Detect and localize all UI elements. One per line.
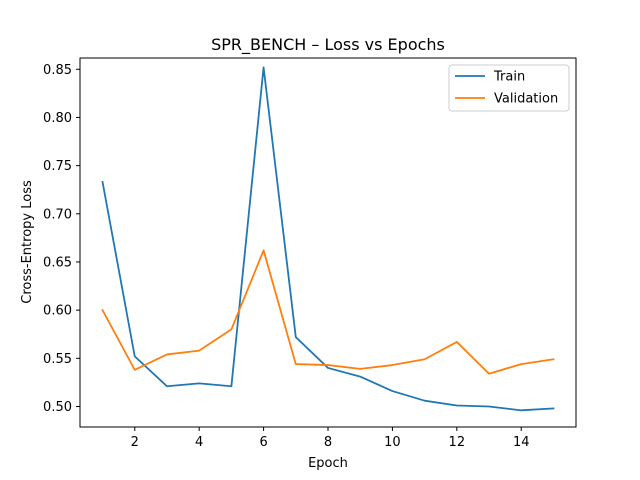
y-tick-label: 0.70	[43, 207, 72, 222]
plot-area-frame	[79, 57, 577, 428]
x-tick-label: 14	[513, 435, 530, 450]
x-axis-label: Epoch	[308, 456, 348, 471]
y-tick-label: 0.85	[43, 63, 72, 78]
series-line-train	[101, 66, 555, 412]
y-axis: 0.50 0.55 0.60 0.65 0.70 0.75 0.80 0.85	[43, 63, 80, 415]
x-tick-label: 12	[449, 435, 466, 450]
y-tick-label: 0.55	[43, 352, 72, 367]
series-lines	[101, 66, 555, 412]
y-tick-label: 0.80	[43, 111, 72, 126]
y-tick-label: 0.60	[43, 304, 72, 319]
x-axis: 2 4 6 8 10 12 14	[131, 427, 530, 450]
chart-title: SPR_BENCH – Loss vs Epochs	[211, 35, 445, 55]
legend-label-validation: Validation	[494, 92, 558, 107]
y-axis-label: Cross-Entropy Loss	[20, 180, 35, 304]
x-tick-label: 6	[259, 435, 267, 450]
x-tick-label: 2	[131, 435, 139, 450]
x-tick-label: 8	[324, 435, 332, 450]
series-line-validation	[101, 249, 555, 375]
x-tick-label: 10	[384, 435, 401, 450]
y-tick-label: 0.75	[43, 159, 72, 174]
legend: Train Validation	[448, 64, 570, 112]
y-tick-label: 0.65	[43, 255, 72, 270]
y-tick-label: 0.50	[43, 400, 72, 415]
x-tick-label: 4	[195, 435, 203, 450]
legend-label-train: Train	[493, 70, 525, 85]
